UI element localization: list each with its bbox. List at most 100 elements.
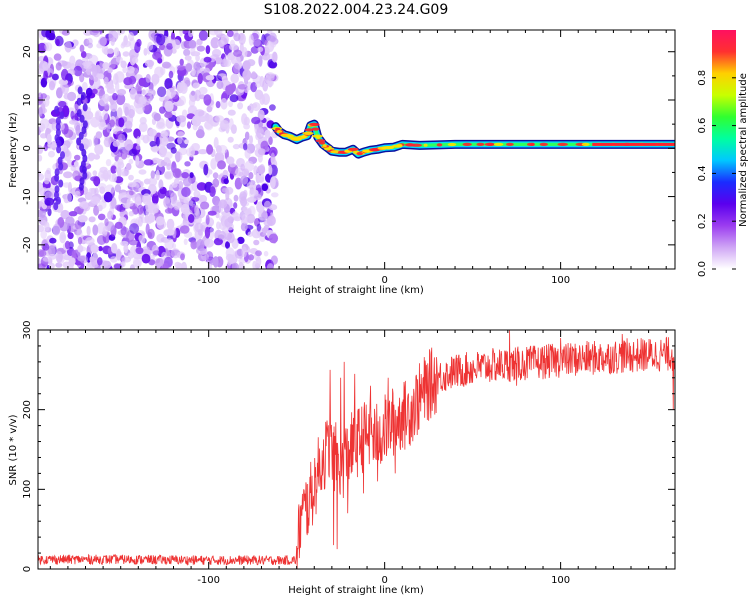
noise-streak [79,114,85,123]
noise-speckle [116,248,122,261]
snr-xtick-label: 100 [551,575,570,586]
noise-speckle [87,42,93,49]
noise-speckle [192,82,200,88]
noise-streak [54,185,60,194]
noise-speckle [102,169,109,180]
noise-speckle [216,221,221,230]
noise-speckle [113,263,121,269]
noise-speckle [203,121,213,130]
noise-speckle [253,194,262,201]
noise-speckle [183,48,191,57]
noise-speckle [151,193,159,205]
noise-speckle [45,128,51,135]
noise-speckle [139,116,147,125]
noise-speckle [166,218,175,230]
noise-speckle [252,38,261,47]
noise-speckle [94,64,101,74]
noise-speckle [171,31,175,42]
noise-speckle [95,111,100,120]
noise-speckle [43,70,48,81]
signal-hotspot [309,122,320,127]
noise-speckle [77,215,88,223]
noise-speckle [70,165,77,172]
signal-hotspot [347,147,359,151]
noise-speckle [92,224,99,236]
noise-speckle [264,129,271,139]
noise-speckle [122,51,130,57]
noise-speckle [48,150,55,158]
noise-speckle [217,160,226,170]
noise-streak [76,137,82,146]
signal-hotspot [300,135,308,139]
noise-speckle [212,172,219,179]
noise-streak [55,122,61,131]
noise-speckle [128,158,134,165]
spectrogram-ytick-label: -20 [22,237,33,253]
noise-speckle [104,103,110,110]
noise-speckle [173,199,182,211]
noise-speckle [80,51,87,58]
noise-speckle [164,112,173,119]
noise-speckle [241,113,248,125]
noise-speckle [55,62,62,71]
noise-speckle [124,139,134,151]
noise-speckle [127,252,134,259]
noise-speckle [93,135,98,147]
noise-speckle [154,66,164,78]
noise-speckle [114,71,125,83]
noise-speckle [197,125,204,137]
noise-speckle [78,201,89,209]
noise-speckle [109,201,115,210]
noise-speckle [270,152,275,163]
noise-speckle [214,115,224,123]
noise-speckle [168,70,174,79]
noise-speckle [38,181,44,193]
noise-speckle [128,211,135,217]
signal-hotspot [396,143,403,147]
noise-speckle [117,161,125,169]
noise-speckle [63,93,72,100]
noise-speckle [155,258,165,269]
noise-speckle [102,260,112,269]
noise-speckle [191,180,199,192]
noise-streak [82,120,88,129]
noise-speckle [205,214,210,225]
noise-speckle [196,182,207,191]
noise-speckle [241,213,248,224]
noise-speckle [63,171,73,179]
noise-speckle [125,162,132,171]
noise-speckle [135,155,140,166]
noise-speckle [137,204,144,215]
noise-speckle [226,30,234,38]
signal-hotspot [447,142,457,147]
noise-speckle [209,30,219,36]
noise-speckle [38,209,43,218]
noise-speckle [102,226,108,235]
noise-speckle [77,244,84,253]
noise-speckle [271,192,279,198]
noise-speckle [93,154,101,160]
noise-speckle [268,233,279,244]
noise-speckle [248,172,254,180]
noise-speckle [135,196,142,206]
signal-hotspot [493,142,504,146]
noise-speckle [238,171,244,177]
spectrogram-ytick-label: 10 [22,94,33,107]
noise-speckle [229,43,238,51]
noise-speckle [204,226,211,239]
noise-speckle [251,102,261,112]
noise-speckle [260,140,269,151]
noise-speckle [176,115,187,123]
noise-speckle [227,109,236,116]
noise-speckle [38,250,47,257]
noise-speckle [73,65,83,77]
noise-speckle [256,165,266,175]
snr-ylabel: SNR (10 * v/v) [8,414,19,485]
snr-ytick-label: 100 [22,480,33,499]
noise-speckle [76,228,83,240]
noise-speckle [230,73,239,84]
noise-speckle [232,143,240,150]
noise-speckle [131,182,140,193]
noise-speckle [266,40,275,53]
noise-speckle [243,143,248,151]
